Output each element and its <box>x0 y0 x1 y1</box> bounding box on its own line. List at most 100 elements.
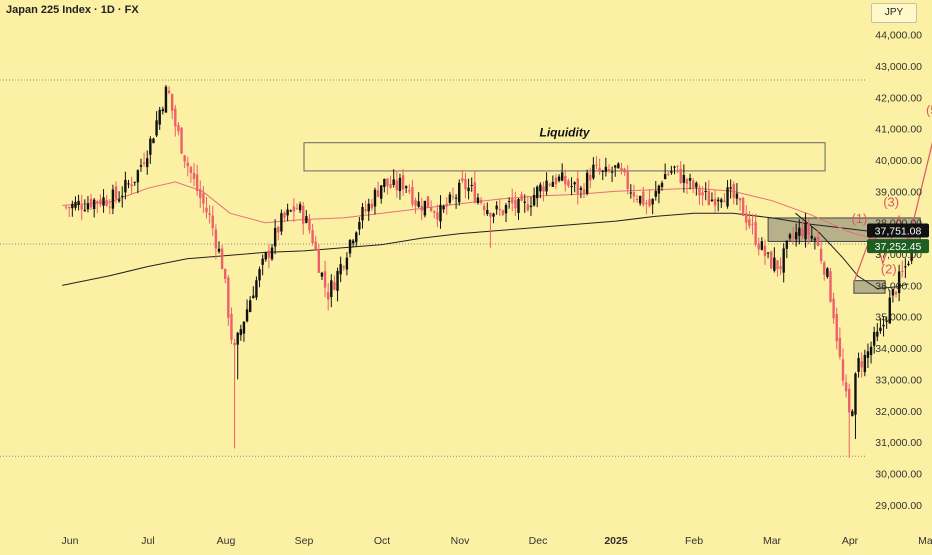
candle-body <box>614 165 617 168</box>
candle-body <box>417 201 420 207</box>
horizontal-levels <box>0 79 866 457</box>
candle-body <box>199 189 202 198</box>
candle-body <box>863 354 867 373</box>
candle-body <box>305 216 308 223</box>
candle-body <box>657 185 661 194</box>
candle-body <box>567 180 570 186</box>
candle-body <box>258 269 261 281</box>
candle-body <box>663 174 667 180</box>
candle-body <box>754 221 757 245</box>
candle-body <box>408 190 411 192</box>
candle-body <box>239 329 243 336</box>
candle-body <box>560 172 564 181</box>
candle-body <box>826 268 829 277</box>
candle-body <box>248 300 252 312</box>
candle-body <box>208 213 211 215</box>
candle-body <box>217 248 221 252</box>
liquidity-label: Liquidity <box>540 126 591 140</box>
wave-label: (2) <box>881 261 897 276</box>
candle-body <box>620 168 623 172</box>
candle-body <box>710 199 714 202</box>
time-axis[interactable]: Jun Jul Aug Sep Oct Nov Dec 2025 Feb Mar Apr May <box>62 535 932 547</box>
candle-body <box>726 187 729 207</box>
candle-body <box>607 169 611 171</box>
candle-body <box>545 180 548 192</box>
candle-body <box>220 248 224 270</box>
demand-zone <box>853 280 886 294</box>
wave-label: (5 <box>926 103 932 118</box>
candle-body <box>904 266 907 268</box>
candle-body <box>536 186 539 199</box>
candle-body <box>177 125 180 132</box>
candle-body <box>130 184 133 187</box>
candle-body <box>542 186 545 192</box>
candle-body <box>289 210 292 212</box>
candle-body <box>339 264 342 275</box>
candle-body <box>202 193 205 204</box>
candle-body <box>482 206 486 211</box>
candle-body <box>155 120 158 136</box>
candle-body <box>704 190 707 192</box>
candle-body <box>498 208 501 211</box>
candle-body <box>364 209 367 211</box>
candle-body <box>195 174 199 192</box>
candle-body <box>642 191 645 205</box>
candle-body <box>788 234 792 239</box>
candle-body <box>851 411 854 416</box>
candle-body <box>876 331 879 337</box>
candle-body <box>286 209 289 216</box>
candle-body <box>891 289 895 296</box>
candle-body <box>745 213 748 223</box>
price-tick-label: 39,000.00 <box>875 186 922 198</box>
candle-body <box>776 260 779 270</box>
candle-body <box>227 277 230 318</box>
candle-body <box>770 251 773 269</box>
time-tick-label: Mar <box>763 535 782 547</box>
candle-body <box>74 201 77 208</box>
candle-body <box>205 207 208 213</box>
candle-body <box>901 270 904 272</box>
candle-body <box>816 236 820 246</box>
candle-body <box>688 178 692 181</box>
candle-body <box>695 182 698 188</box>
candle-body <box>333 282 336 290</box>
candle-body <box>629 192 633 194</box>
candle-body <box>723 200 726 203</box>
price-tag-label: 37,751.08 <box>875 225 922 237</box>
price-tick-label: 29,000.00 <box>875 500 922 512</box>
candle-body <box>882 324 885 327</box>
candle-body <box>186 162 189 167</box>
candle-body <box>395 180 399 191</box>
candle-body <box>68 207 71 209</box>
candle-body <box>511 198 514 204</box>
time-tick-label: May <box>918 535 932 547</box>
time-tick-label: Aug <box>217 535 236 547</box>
ma-mid-line <box>795 212 909 290</box>
currency-button[interactable]: JPY <box>871 3 917 23</box>
candle-body <box>670 171 673 173</box>
candle-body <box>383 178 386 187</box>
candle-body <box>283 212 286 218</box>
candle-body <box>111 189 115 209</box>
candle-body <box>211 215 214 229</box>
price-tick-label: 30,000.00 <box>875 468 922 480</box>
candle-body <box>351 240 355 244</box>
candle-body <box>598 167 601 172</box>
price-tick-label: 34,000.00 <box>875 343 922 355</box>
candle-body <box>127 183 130 185</box>
candle-body <box>676 165 679 167</box>
candle-body <box>102 197 105 206</box>
candle-body <box>429 207 433 211</box>
last-price-tag <box>867 223 929 238</box>
time-tick-label: Sep <box>295 535 314 547</box>
candle-body <box>442 206 445 210</box>
candle-body <box>124 179 127 193</box>
candle-body <box>158 109 161 125</box>
candle-body <box>798 227 801 236</box>
candle-body <box>92 199 96 210</box>
price-tick-label: 42,000.00 <box>875 92 922 104</box>
candle-body <box>748 219 751 227</box>
candle-body <box>370 203 374 209</box>
